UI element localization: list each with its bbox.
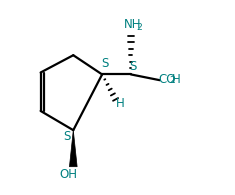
- Text: OH: OH: [59, 168, 78, 181]
- Polygon shape: [70, 130, 77, 167]
- Text: S: S: [129, 60, 137, 74]
- Text: 2: 2: [137, 23, 143, 32]
- Text: S: S: [63, 130, 70, 143]
- Text: NH: NH: [124, 18, 142, 31]
- Text: 2: 2: [169, 76, 175, 85]
- Text: CO: CO: [159, 73, 176, 86]
- Text: H: H: [172, 73, 180, 86]
- Text: H: H: [116, 97, 124, 110]
- Text: S: S: [102, 57, 109, 70]
